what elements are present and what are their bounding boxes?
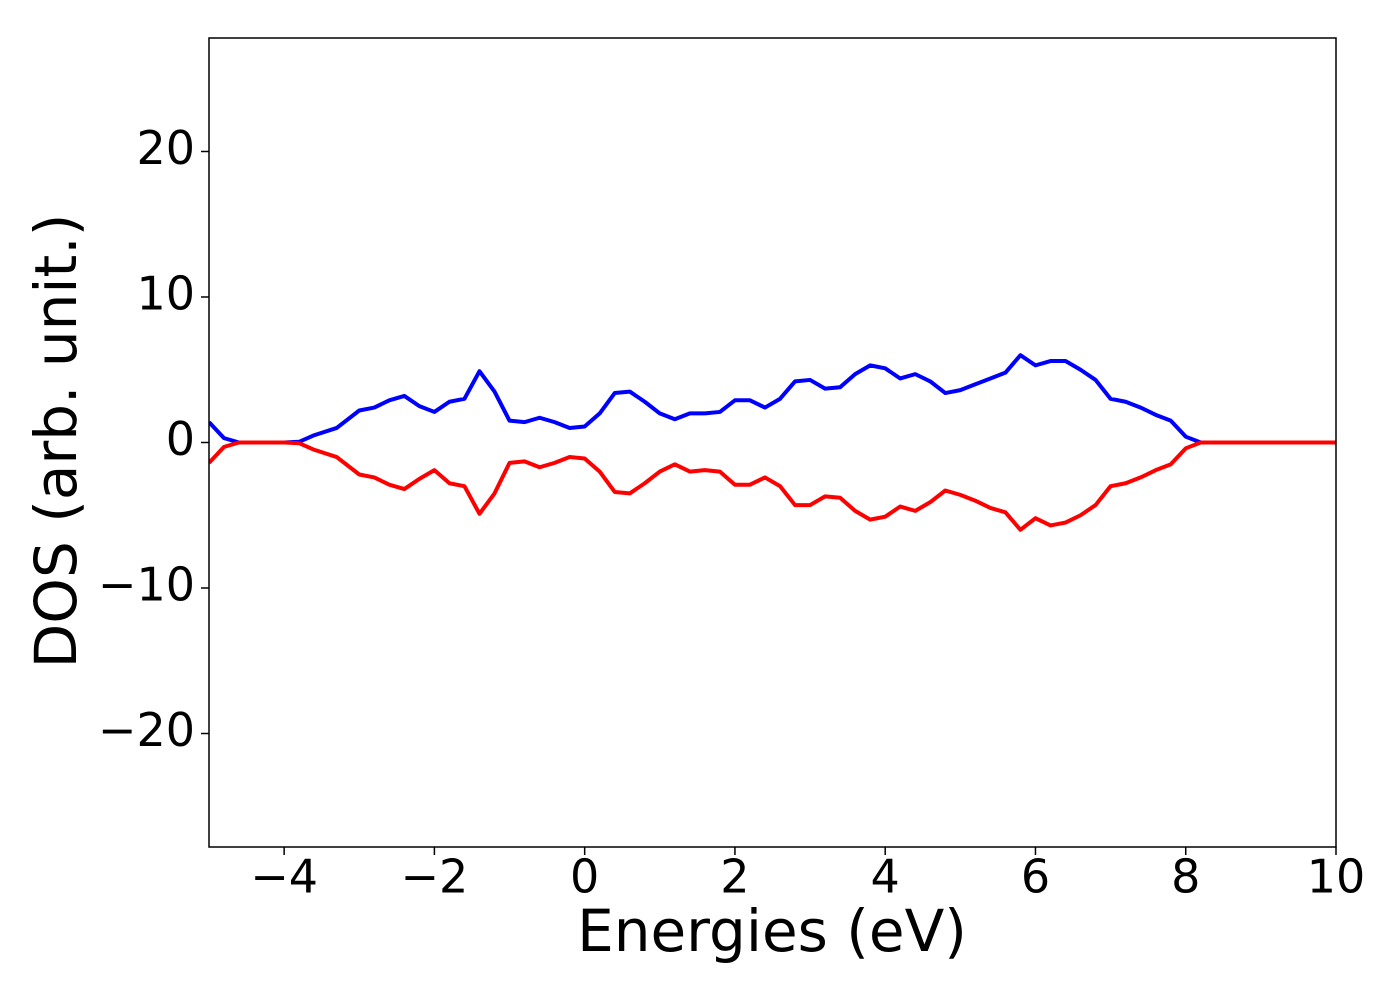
x-tick-label: −2 (400, 850, 468, 904)
x-axis-label: Energies (eV) (577, 897, 967, 965)
y-tick-label: −10 (98, 558, 195, 612)
line-series (209, 353, 1336, 445)
x-tick-label: 6 (1021, 850, 1050, 904)
x-tick-label: 10 (1307, 850, 1366, 904)
x-tick-label: 4 (871, 850, 900, 904)
y-tick-label: 20 (136, 121, 195, 175)
y-tick-label: 10 (136, 266, 195, 320)
x-tick-label: −4 (250, 850, 318, 904)
x-tick-label: 0 (570, 850, 599, 904)
x-tick-label: 8 (1171, 850, 1200, 904)
y-tick-label: 0 (166, 412, 195, 466)
y-axis-label: DOS (arb. unit.) (22, 214, 90, 669)
line-series (209, 440, 1336, 532)
y-tick-label: −20 (98, 703, 195, 757)
plot-frame (208, 37, 1337, 848)
x-tick-label: 2 (720, 850, 749, 904)
